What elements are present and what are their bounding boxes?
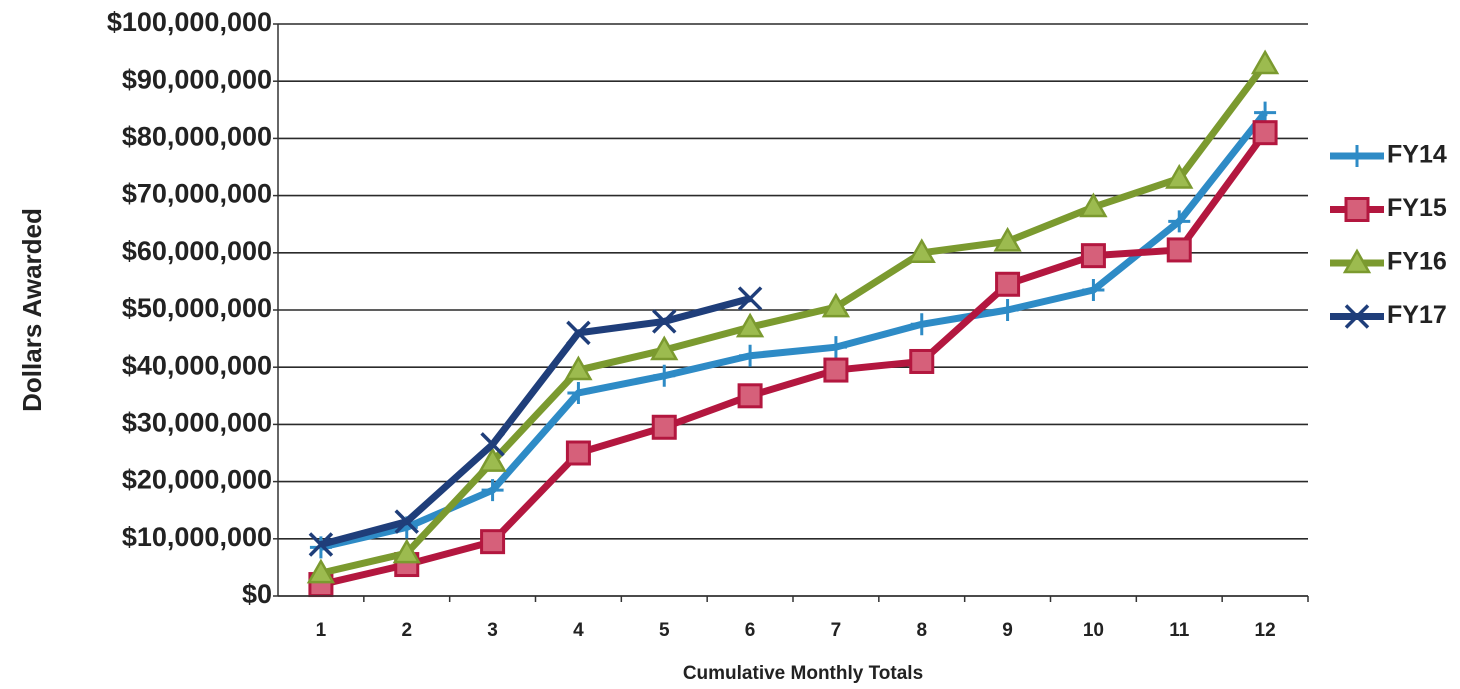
data-point [480, 432, 505, 457]
x-tick-label: 3 [487, 620, 498, 641]
data-point [651, 414, 677, 440]
data-point [996, 299, 1019, 321]
y-axis-title: Dollars Awarded [17, 208, 47, 412]
x-tick-label: 8 [916, 620, 927, 641]
data-point [1082, 278, 1105, 301]
data-point [480, 529, 506, 555]
data-point [823, 357, 849, 383]
x-tick-label: 10 [1083, 620, 1104, 641]
legend-marker [1346, 145, 1368, 167]
data-point [907, 238, 936, 264]
series-line [320, 295, 751, 548]
x-tick-label: 7 [831, 620, 842, 641]
data-point [650, 335, 679, 361]
data-point [392, 538, 421, 564]
data-point [910, 313, 933, 336]
data-point [565, 440, 591, 466]
data-point [564, 355, 593, 381]
data-point [394, 509, 419, 534]
data-point [308, 532, 334, 557]
y-tick-label: $50,000,000 [122, 293, 272, 323]
x-tick-label: 5 [659, 620, 670, 641]
data-point [1079, 192, 1108, 218]
legend-label: FY16 [1387, 248, 1447, 276]
data-point [1254, 101, 1277, 124]
x-tick-label: 6 [745, 620, 756, 641]
data-point [478, 447, 507, 472]
x-tick-label: 11 [1169, 620, 1190, 641]
data-point [566, 320, 591, 346]
x-tick-label: 4 [573, 620, 584, 641]
x-tick-label: 1 [316, 620, 327, 641]
legend-label: FY15 [1387, 194, 1447, 222]
legend-marker [1344, 304, 1370, 329]
x-axis-title: Cumulative Monthly Totals [683, 663, 923, 684]
data-point [737, 286, 763, 311]
y-tick-label: $40,000,000 [122, 350, 272, 380]
data-point [993, 226, 1022, 252]
data-point [309, 536, 332, 559]
y-tick-label: $80,000,000 [122, 122, 272, 152]
data-point [1168, 210, 1191, 233]
data-point [653, 364, 676, 387]
legend-label: FY14 [1387, 141, 1447, 169]
data-point [824, 336, 847, 359]
data-point [1250, 49, 1280, 75]
y-tick-label: $10,000,000 [122, 522, 272, 552]
data-point [735, 312, 765, 338]
y-tick-label: $30,000,000 [122, 408, 272, 438]
y-tick-label: $60,000,000 [122, 236, 272, 266]
legend-label: FY17 [1387, 301, 1447, 329]
legend-marker [1344, 197, 1370, 222]
x-tick-label: 12 [1255, 620, 1276, 641]
data-point [1080, 243, 1106, 269]
data-point [739, 344, 762, 367]
data-point [567, 381, 590, 404]
legend-marker [1342, 248, 1372, 274]
y-tick-label: $70,000,000 [122, 179, 272, 209]
series-line [320, 130, 1268, 588]
x-tick-label: 9 [1002, 620, 1013, 641]
data-point [1165, 163, 1194, 189]
data-point [737, 383, 763, 409]
data-point [652, 309, 677, 334]
data-point [1252, 120, 1278, 146]
series-line [320, 110, 1268, 551]
y-tick-label: $0 [242, 579, 272, 609]
series-line [320, 61, 1268, 577]
y-tick-label: $20,000,000 [122, 465, 272, 495]
data-point [1166, 237, 1192, 263]
y-tick-label: $90,000,000 [122, 64, 272, 94]
data-point [909, 348, 935, 374]
y-tick-label: $100,000,000 [107, 7, 272, 37]
data-point [481, 479, 504, 502]
data-point [821, 292, 851, 318]
x-tick-label: 2 [401, 620, 412, 641]
data-point [306, 558, 336, 584]
data-point [995, 271, 1021, 297]
